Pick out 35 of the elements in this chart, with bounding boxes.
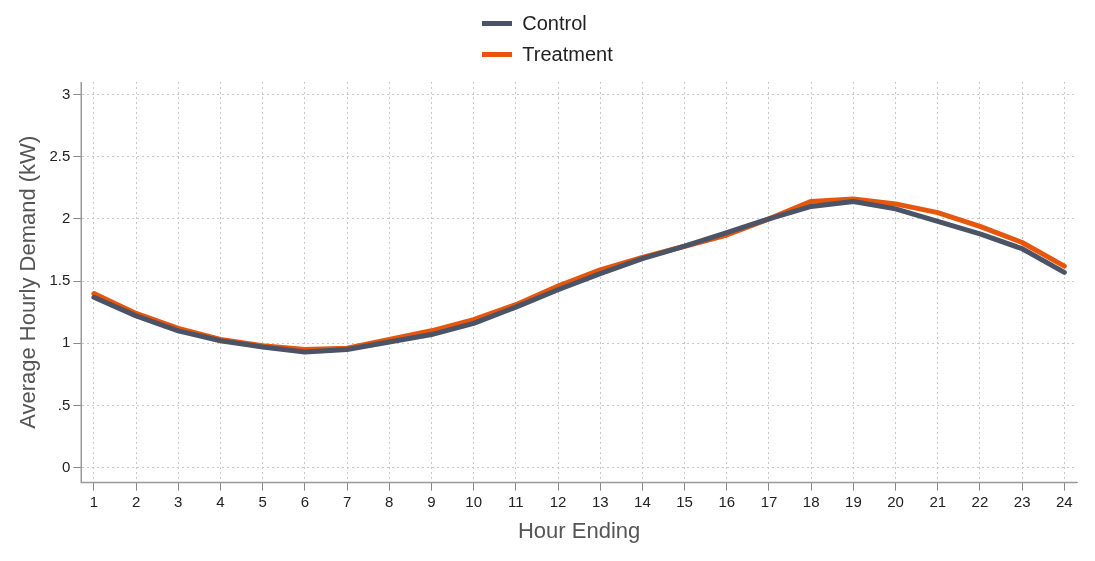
x-axis-title: Hour Ending [517,517,641,543]
x-tick-label: 14 [634,492,651,510]
x-tick-label: 10 [465,492,482,510]
x-tick-label: 11 [508,492,524,510]
x-tick-label: 9 [427,492,436,510]
x-tick-label: 12 [549,492,567,510]
y-tick-label: 1.5 [49,271,71,289]
y-tick-label: .5 [57,395,71,413]
y-tick-label: 2 [61,208,71,226]
x-tick-label: 13 [591,492,609,510]
x-tick-label: 8 [385,492,394,510]
legend-label: Treatment [522,43,613,66]
x-tick-label: 18 [802,492,820,510]
x-tick-label: 7 [342,492,352,510]
y-tick-label: 3 [61,84,71,102]
x-tick-label: 15 [676,492,693,510]
x-tick-label: 21 [929,492,947,510]
legend-label: Control [522,12,587,35]
x-tick-label: 6 [300,492,310,510]
x-tick-label: 20 [887,492,904,510]
x-tick-label: 17 [760,492,778,510]
x-tick-label: 3 [174,492,183,510]
x-tick-label: 22 [971,492,989,510]
x-tick-label: 23 [1013,492,1031,510]
y-axis-title: Average Hourly Demand (kW) [15,135,41,429]
x-tick-label: 24 [1056,492,1073,510]
y-tick-label: 0 [61,457,71,475]
x-tick-label: 1 [89,492,99,510]
x-tick-label: 2 [131,492,141,510]
x-tick-label: 19 [845,492,862,510]
x-tick-label: 5 [258,492,267,510]
y-tick-label: 2.5 [49,146,71,164]
x-tick-label: 4 [216,492,225,510]
x-tick-label: 16 [718,492,736,510]
y-tick-label: 1 [61,333,71,351]
